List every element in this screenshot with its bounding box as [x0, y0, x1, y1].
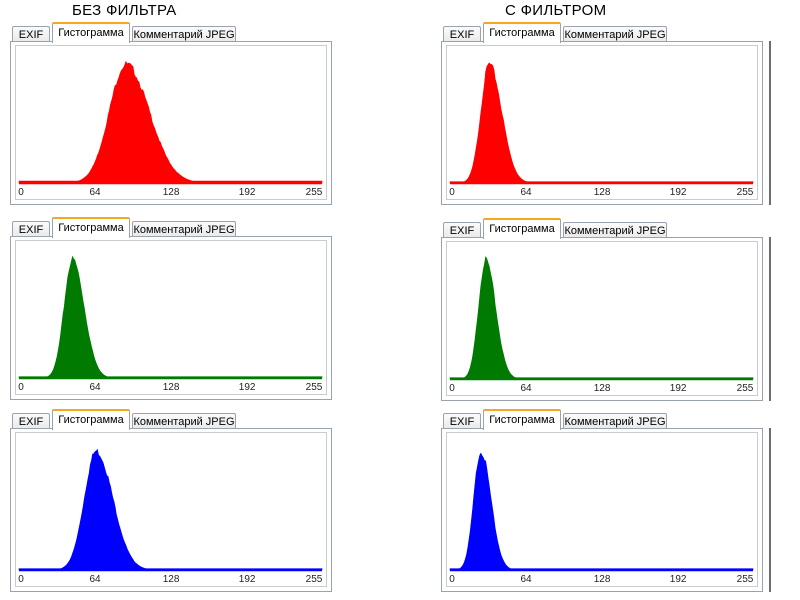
- histogram-frame: 0 64 128 192 255: [10, 428, 332, 592]
- tick-label: 128: [162, 574, 180, 585]
- histogram-area-blue: [449, 452, 754, 571]
- tick-label: 128: [593, 187, 611, 198]
- histogram-frame: 0 64 128 192 255: [441, 237, 763, 401]
- histogram-frame: 0 64 128 192 255: [441, 41, 763, 205]
- tab-jpeg-comment[interactable]: Комментарий JPEG: [132, 413, 236, 429]
- panel-edge: [769, 237, 771, 401]
- histogram-area-blue: [18, 448, 323, 571]
- tab-strip: EXIF Гистограмма Комментарий JPEG: [441, 218, 765, 240]
- histogram-panel-green-with-filter: EXIF Гистограмма Комментарий JPEG 0 64 128 192…: [441, 216, 771, 404]
- tick-label: 64: [89, 574, 101, 585]
- histogram-chart: [18, 448, 323, 572]
- tab-strip: EXIF Гистограмма Комментарий JPEG: [10, 217, 334, 239]
- tab-histogram[interactable]: Гистограмма: [52, 22, 130, 43]
- tab-exif[interactable]: EXIF: [443, 413, 481, 429]
- tab-exif[interactable]: EXIF: [12, 26, 50, 42]
- histogram-chart: [449, 256, 754, 381]
- tick-label: 0: [449, 383, 455, 394]
- histogram-panel-blue-without-filter: EXIF Гистограмма Комментарий JPEG 0 64 128 192…: [10, 407, 334, 595]
- tick-label: 192: [238, 382, 256, 393]
- tick-label: 255: [305, 382, 323, 393]
- histogram-area-red: [18, 60, 323, 184]
- tick-label: 192: [669, 574, 687, 585]
- tick-label: 192: [238, 187, 256, 198]
- tick-label: 64: [520, 574, 532, 585]
- tab-exif[interactable]: EXIF: [443, 222, 481, 238]
- tab-histogram[interactable]: Гистограмма: [52, 217, 130, 238]
- tick-label: 0: [18, 574, 24, 585]
- histogram-panel-red-with-filter: EXIF Гистограмма Комментарий JPEG 0 64 128 192…: [441, 20, 771, 208]
- tab-histogram[interactable]: Гистограмма: [483, 218, 561, 239]
- tick-label: 128: [593, 383, 611, 394]
- tick-label: 64: [89, 382, 101, 393]
- tick-label: 255: [305, 574, 323, 585]
- tick-label: 0: [18, 187, 24, 198]
- tab-exif[interactable]: EXIF: [12, 413, 50, 429]
- tick-label: 255: [736, 574, 754, 585]
- tick-label: 192: [669, 187, 687, 198]
- histogram-plot-area: 0 64 128 192 255: [446, 432, 758, 587]
- tick-label: 64: [520, 383, 532, 394]
- tab-exif[interactable]: EXIF: [12, 221, 50, 237]
- tick-label: 0: [449, 574, 455, 585]
- tick-label: 0: [18, 382, 24, 393]
- panel-edge: [769, 428, 771, 592]
- histogram-frame: 0 64 128 192 255: [441, 428, 763, 592]
- histogram-chart: [18, 255, 323, 380]
- tab-histogram[interactable]: Гистограмма: [483, 409, 561, 430]
- tab-exif[interactable]: EXIF: [443, 26, 481, 42]
- tick-label: 0: [449, 187, 455, 198]
- tab-strip: EXIF Гистограмма Комментарий JPEG: [10, 409, 334, 431]
- histogram-area-red: [449, 62, 754, 184]
- title-with-filter: С ФИЛЬТРОМ: [505, 2, 607, 19]
- tab-jpeg-comment[interactable]: Комментарий JPEG: [563, 413, 667, 429]
- histogram-chart: [449, 62, 754, 185]
- tab-jpeg-comment[interactable]: Комментарий JPEG: [563, 222, 667, 238]
- histogram-panel-red-without-filter: EXIF Гистограмма Комментарий JPEG 0 64 128 192…: [10, 20, 334, 208]
- tick-label: 255: [736, 383, 754, 394]
- tab-histogram[interactable]: Гистограмма: [52, 409, 130, 430]
- histogram-plot-area: 0 64 128 192 255: [15, 432, 327, 587]
- histogram-chart: [18, 60, 323, 185]
- histogram-plot-area: 0 64 128 192 255: [15, 240, 327, 395]
- tick-label: 192: [669, 383, 687, 394]
- histogram-plot-area: 0 64 128 192 255: [446, 45, 758, 200]
- tab-strip: EXIF Гистограмма Комментарий JPEG: [441, 22, 765, 44]
- histogram-frame: 0 64 128 192 255: [10, 41, 332, 205]
- tab-jpeg-comment[interactable]: Комментарий JPEG: [132, 26, 236, 42]
- histogram-panel-green-without-filter: EXIF Гистограмма Комментарий JPEG 0 64 128 192…: [10, 215, 334, 403]
- tick-label: 128: [593, 574, 611, 585]
- tab-strip: EXIF Гистограмма Комментарий JPEG: [10, 22, 334, 44]
- histogram-panel-blue-with-filter: EXIF Гистограмма Комментарий JPEG 0 64 128 192…: [441, 407, 771, 595]
- tick-label: 255: [736, 187, 754, 198]
- title-without-filter: БЕЗ ФИЛЬТРА: [72, 2, 177, 19]
- tick-label: 192: [238, 574, 256, 585]
- histogram-area-green: [449, 256, 754, 380]
- histogram-chart: [449, 452, 754, 572]
- tab-strip: EXIF Гистограмма Комментарий JPEG: [441, 409, 765, 431]
- tab-jpeg-comment[interactable]: Комментарий JPEG: [563, 26, 667, 42]
- histogram-frame: 0 64 128 192 255: [10, 236, 332, 400]
- histogram-plot-area: 0 64 128 192 255: [15, 45, 327, 200]
- tick-label: 128: [162, 187, 180, 198]
- tab-jpeg-comment[interactable]: Комментарий JPEG: [132, 221, 236, 237]
- histogram-plot-area: 0 64 128 192 255: [446, 241, 758, 396]
- tick-label: 64: [520, 187, 532, 198]
- panel-edge: [769, 41, 771, 205]
- tick-label: 128: [162, 382, 180, 393]
- tab-histogram[interactable]: Гистограмма: [483, 22, 561, 43]
- tick-label: 255: [305, 187, 323, 198]
- tick-label: 64: [89, 187, 101, 198]
- histogram-area-green: [18, 255, 323, 379]
